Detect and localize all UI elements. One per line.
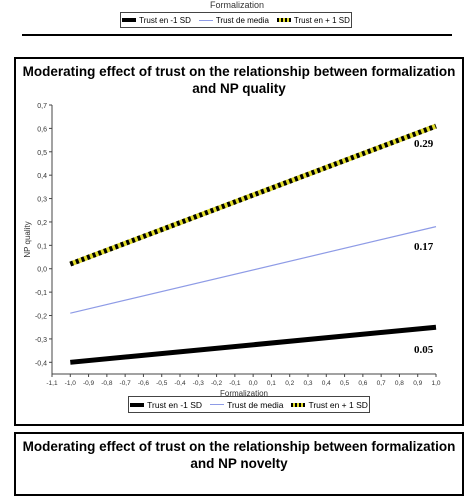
x-tick-label: -0,7: [120, 380, 132, 387]
x-tick-label: -0,1: [229, 380, 241, 387]
x-tick-label: 0,2: [285, 380, 294, 387]
y-axis-label: NP quality: [23, 221, 32, 257]
y-tick-label: 0,4: [37, 173, 47, 180]
previous-x-axis-label: Formalization: [209, 0, 265, 10]
previous-legend-item-low: Trust en -1 SD: [122, 16, 191, 25]
y-tick-label: 0,1: [37, 243, 47, 250]
x-tick-label: 0,1: [267, 380, 276, 387]
chart-legend: Trust en -1 SD Trust de media Trust en +…: [128, 396, 370, 413]
next-chart-title: Moderating effect of trust on the relati…: [22, 439, 456, 471]
legend-swatch-thick: [122, 18, 137, 22]
legend-label: Trust en -1 SD: [139, 15, 191, 25]
x-tick-label: 0,7: [377, 380, 386, 387]
x-tick-label: 0,0: [249, 380, 258, 387]
chart-title: Moderating effect of trust on the relati…: [22, 64, 456, 96]
y-tick-label: 0,0: [37, 267, 47, 274]
legend-label: Trust en + 1 SD: [293, 15, 350, 25]
y-tick-label: 0,6: [37, 126, 47, 133]
y-tick-label: -0,1: [35, 290, 47, 297]
legend-item-high: Trust en + 1 SD: [291, 399, 368, 410]
series-line-mean: [70, 226, 437, 314]
legend-swatch-thick: [130, 402, 145, 407]
y-tick-label: 0,3: [37, 197, 47, 204]
legend-swatch-dashed: [276, 18, 291, 22]
legend-label: Trust en + 1 SD: [308, 399, 368, 410]
previous-legend-item-mean: Trust de media: [198, 15, 269, 25]
x-tick-label: -0,9: [83, 380, 95, 387]
x-tick-label: 1,0: [431, 380, 440, 387]
y-tick-label: 0,5: [37, 150, 47, 157]
x-tick-label: -1,1: [46, 380, 58, 387]
legend-swatch-thin: [198, 19, 213, 21]
x-tick-label: -0,5: [156, 380, 168, 387]
x-tick-label: -1,0: [65, 380, 77, 387]
y-tick-label: 0,7: [37, 103, 47, 110]
slope-annotation: 0.17: [414, 241, 434, 253]
legend-swatch-thin: [210, 404, 225, 405]
x-tick-label: -0,8: [101, 380, 113, 387]
chart-plot: -0,4 -0,3 -0,2 -0,1 0,0 0,1 0,2 0,3 0,4 0,5 0,6 0,7…: [23, 103, 441, 398]
previous-panel-bottom-border: [22, 34, 452, 36]
slope-annotation: 0.29: [414, 138, 434, 150]
legend-label: Trust de media: [227, 399, 284, 410]
x-tick-label: 0,4: [322, 380, 331, 387]
x-tick-label: 0,9: [413, 380, 422, 387]
legend-item-mean: Trust de media: [210, 400, 283, 410]
slope-annotation: 0.05: [414, 344, 434, 356]
x-tick-label: 0,3: [303, 380, 312, 387]
y-tick-label: 0,2: [37, 220, 47, 227]
y-tick-label: -0,2: [35, 314, 47, 321]
previous-legend-item-high: Trust en + 1 SD: [276, 15, 350, 25]
x-axis-label: Formalization: [220, 389, 268, 398]
x-tick-label: -0,4: [174, 380, 186, 387]
previous-legend: Trust en -1 SD Trust de media Trust en +…: [120, 12, 352, 28]
x-tick-label: 0,5: [340, 380, 349, 387]
x-tick-label: 0,6: [358, 380, 367, 387]
previous-chart-fragment: Formalization Trust en -1 SD Trust de me…: [0, 0, 474, 40]
legend-label: Trust de media: [215, 15, 269, 25]
series-line-high: [69, 123, 437, 267]
x-tick-label: 0,8: [395, 380, 404, 387]
legend-item-low: Trust en -1 SD: [130, 400, 202, 410]
y-tick-label: -0,3: [35, 337, 47, 344]
legend-swatch-dashed: [291, 402, 306, 407]
next-chart-fragment: Moderating effect of trust on the relati…: [14, 432, 464, 496]
x-tick-label: -0,3: [193, 380, 205, 387]
legend-label: Trust en -1 SD: [147, 399, 203, 410]
x-tick-label: -0,6: [138, 380, 150, 387]
x-tick-label: -0,2: [211, 380, 223, 387]
y-tick-label: -0,4: [35, 360, 47, 367]
series-line-low: [70, 324, 437, 365]
chart-panel: Moderating effect of trust on the relati…: [14, 57, 464, 426]
